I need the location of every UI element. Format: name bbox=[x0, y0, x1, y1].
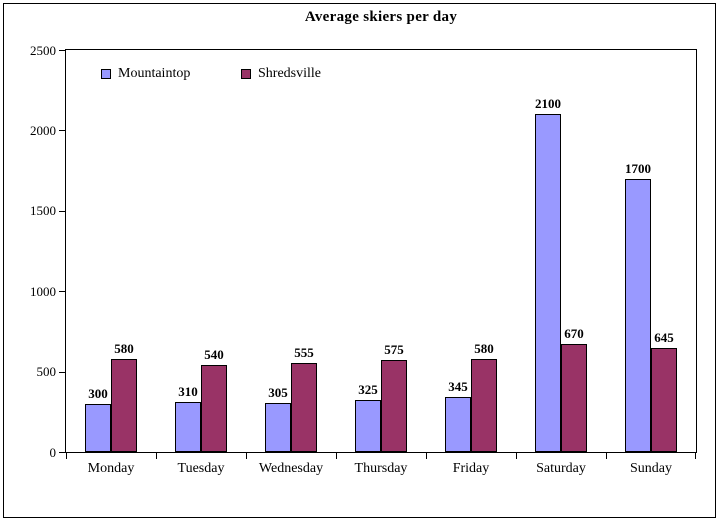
y-axis-label-500: 500 bbox=[36, 364, 57, 380]
legend-label: Mountaintop bbox=[118, 66, 191, 81]
bar-shredsville-monday: 580 bbox=[111, 341, 137, 452]
bar-value-label: 305 bbox=[268, 384, 288, 400]
legend-marker-shredsville bbox=[241, 69, 251, 79]
plot-area: 300 580 310 540 305 555 325 575 345 580 2100 670 170… bbox=[65, 49, 697, 459]
y-axis-tick bbox=[59, 130, 65, 132]
bar-value-label: 555 bbox=[294, 344, 314, 360]
bar-shredsville-wednesday: 555 bbox=[291, 345, 317, 452]
bar-mountaintop-friday: 345 bbox=[445, 379, 471, 452]
x-axis-tick bbox=[246, 453, 247, 459]
legend-marker-mountaintop bbox=[101, 69, 111, 79]
y-axis-label-2500: 2500 bbox=[30, 42, 56, 58]
x-axis-tick bbox=[426, 453, 427, 459]
bar-mountaintop-wednesday: 305 bbox=[265, 385, 291, 452]
legend-item-shredsville: Shredsville bbox=[241, 66, 321, 82]
bar-shredsville-thursday: 575 bbox=[381, 342, 407, 452]
bar-value-label: 580 bbox=[474, 340, 494, 356]
x-axis-label-sunday: Sunday bbox=[630, 461, 672, 476]
y-axis-tick bbox=[59, 452, 65, 453]
bar-value-label: 670 bbox=[564, 326, 584, 342]
x-axis-tick bbox=[606, 453, 607, 459]
x-axis-label-saturday: Saturday bbox=[536, 461, 586, 476]
bar-value-label: 300 bbox=[88, 385, 108, 401]
legend-item-mountaintop: Mountaintop bbox=[101, 66, 190, 82]
y-axis-label-0: 0 bbox=[49, 444, 57, 460]
y-axis-tick bbox=[59, 50, 65, 51]
bar-value-label: 2100 bbox=[535, 96, 561, 112]
bar-value-label: 1700 bbox=[625, 160, 651, 176]
y-axis-tick bbox=[59, 291, 65, 293]
bar-shredsville-friday: 580 bbox=[471, 341, 497, 452]
x-axis-label-wednesday: Wednesday bbox=[258, 461, 324, 476]
category-group-monday: 300 580 bbox=[66, 50, 156, 452]
legend-label: Shredsville bbox=[258, 66, 321, 81]
bar-value-label: 540 bbox=[204, 347, 224, 363]
x-axis-label-friday: Friday bbox=[452, 461, 490, 476]
bar-shredsville-saturday: 670 bbox=[561, 326, 587, 452]
x-axis-tick bbox=[695, 453, 696, 459]
bar-mountaintop-tuesday: 310 bbox=[175, 384, 201, 452]
bar-value-label: 345 bbox=[448, 378, 468, 394]
y-axis-label-1500: 1500 bbox=[30, 203, 56, 219]
bar-value-label: 325 bbox=[358, 381, 378, 397]
y-axis-label-1000: 1000 bbox=[30, 283, 56, 299]
x-axis-tick bbox=[336, 453, 337, 459]
bar-shredsville-sunday: 645 bbox=[651, 330, 677, 452]
category-group-wednesday: 305 555 bbox=[246, 50, 336, 452]
bar-mountaintop-thursday: 325 bbox=[355, 382, 381, 452]
category-group-thursday: 325 575 bbox=[336, 50, 426, 452]
bar-shredsville-tuesday: 540 bbox=[201, 347, 227, 452]
category-group-sunday: 1700 645 bbox=[606, 50, 696, 452]
y-axis-tick bbox=[59, 210, 65, 212]
bar-value-label: 580 bbox=[114, 340, 134, 356]
x-axis-label-tuesday: Tuesday bbox=[177, 461, 225, 476]
bar-value-label: 575 bbox=[384, 341, 404, 357]
chart-frame: Average skiers per day 300 580 310 540 305 55… bbox=[3, 3, 716, 518]
x-axis-tick bbox=[66, 453, 67, 459]
chart-title: Average skiers per day bbox=[304, 9, 458, 25]
bar-mountaintop-sunday: 1700 bbox=[625, 161, 651, 452]
x-axis-tick bbox=[516, 453, 517, 459]
category-group-saturday: 2100 670 bbox=[516, 50, 606, 452]
category-group-tuesday: 310 540 bbox=[156, 50, 246, 452]
x-axis-label-thursday: Thursday bbox=[354, 461, 408, 476]
y-axis-tick bbox=[59, 371, 65, 373]
x-axis-label-monday: Monday bbox=[87, 461, 135, 476]
y-axis-label-2000: 2000 bbox=[30, 122, 56, 138]
bar-value-label: 645 bbox=[654, 330, 674, 346]
x-axis-tick bbox=[156, 453, 157, 459]
bar-mountaintop-saturday: 2100 bbox=[535, 96, 561, 452]
bar-value-label: 310 bbox=[178, 384, 198, 400]
bar-mountaintop-monday: 300 bbox=[85, 386, 111, 452]
category-group-friday: 345 580 bbox=[426, 50, 516, 452]
